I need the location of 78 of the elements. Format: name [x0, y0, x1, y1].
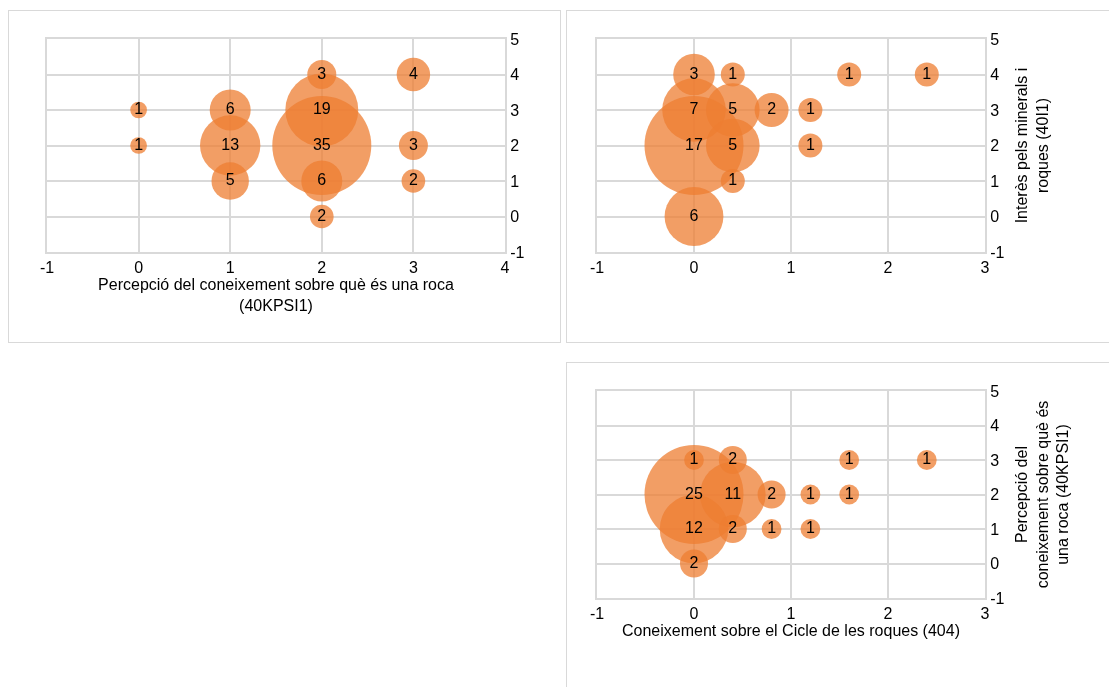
- y-tick-label: 5: [990, 382, 1000, 400]
- data-label: 2: [767, 484, 777, 502]
- y-tick-label: 0: [990, 555, 1000, 573]
- data-label: 1: [805, 519, 815, 536]
- x-tick-label: 0: [689, 259, 699, 277]
- x-tick-label: -1: [589, 605, 605, 623]
- y-tick-label: 2: [510, 137, 520, 155]
- y-tick-label: 1: [510, 172, 520, 190]
- y-tick-label: 2: [990, 486, 1000, 504]
- x-tick-label: -1: [39, 259, 55, 277]
- data-label: 5: [728, 100, 738, 117]
- data-label: 1: [844, 484, 854, 502]
- data-label: 35: [312, 135, 331, 153]
- data-label: 19: [312, 100, 331, 117]
- y-tick-label: 0: [510, 208, 520, 226]
- x-tick-label: 2: [883, 259, 893, 277]
- data-label: 2: [728, 450, 738, 467]
- x-tick-label: 2: [883, 605, 893, 623]
- data-label: 11: [724, 484, 742, 502]
- data-label: 3: [689, 64, 699, 82]
- data-label: 7: [689, 100, 699, 117]
- y-tick-label: 0: [990, 208, 1000, 226]
- data-label: 5: [728, 135, 738, 153]
- y-tick-label: 3: [990, 451, 1000, 469]
- x-tick-label: 1: [786, 259, 796, 277]
- y-tick-label: 4: [990, 66, 1000, 84]
- y-tick-label: 1: [990, 172, 1000, 190]
- data-label: 6: [317, 171, 327, 188]
- y-tick-label: 4: [990, 417, 1000, 435]
- y-tick-label: -1: [990, 243, 1005, 261]
- data-label: 1: [134, 100, 144, 117]
- x-tick-label: 1: [786, 605, 796, 623]
- data-label: 4: [408, 64, 418, 82]
- data-label: 2: [689, 553, 699, 571]
- x-tick-label: 2: [317, 259, 327, 277]
- data-label: 1: [134, 135, 144, 153]
- data-label: 17: [685, 135, 703, 153]
- x-tick-label: -1: [589, 259, 605, 277]
- y-tick-label: 5: [990, 30, 1000, 48]
- x-tick-label: 0: [134, 259, 144, 277]
- y-tick-label: -1: [990, 589, 1005, 607]
- y-tick-label: 1: [990, 520, 1000, 538]
- y-tick-label: 5: [510, 30, 520, 48]
- x-axis-title: Coneixement sobre el Cicle de les roques (404): [622, 622, 960, 640]
- data-label: 1: [728, 171, 738, 188]
- data-label: 25: [685, 484, 703, 502]
- data-label: 1: [728, 64, 738, 82]
- data-label: 3: [317, 64, 327, 82]
- data-label: 1: [844, 450, 854, 467]
- data-label: 1: [922, 64, 932, 82]
- y-tick-label: 4: [510, 66, 520, 84]
- x-axis-title: Percepció del coneixement sobre què és una roca (40KPSI1): [98, 276, 454, 315]
- data-label: 5: [225, 171, 235, 188]
- data-label: 1: [805, 484, 815, 502]
- data-label: 13: [221, 135, 240, 153]
- x-tick-label: 0: [689, 605, 699, 623]
- data-label: 1: [805, 135, 815, 153]
- data-label: 3: [408, 135, 418, 153]
- x-tick-label: 3: [408, 259, 418, 277]
- data-label: 6: [689, 206, 699, 224]
- x-tick-label: 1: [225, 259, 235, 277]
- data-label: 6: [225, 100, 235, 117]
- data-label: 1: [805, 100, 815, 117]
- data-label: 1: [844, 64, 854, 82]
- y-axis-title: Interès pels minerals i roques (40I1): [1012, 67, 1051, 224]
- data-label: 2: [317, 206, 327, 224]
- y-tick-label: 3: [510, 101, 520, 119]
- y-tick-label: -1: [510, 243, 525, 261]
- data-label: 1: [767, 519, 777, 536]
- data-label: 1: [922, 450, 932, 467]
- data-label: 2: [728, 519, 738, 536]
- y-axis-title: Percepció del coneixement sobre què és una roca (40KPSI1): [1012, 400, 1072, 589]
- y-tick-label: 3: [990, 101, 1000, 119]
- data-label: 2: [767, 100, 777, 117]
- data-label: 12: [685, 519, 703, 536]
- data-label: 1: [689, 450, 699, 467]
- data-label: 2: [408, 171, 418, 188]
- y-tick-label: 2: [990, 137, 1000, 155]
